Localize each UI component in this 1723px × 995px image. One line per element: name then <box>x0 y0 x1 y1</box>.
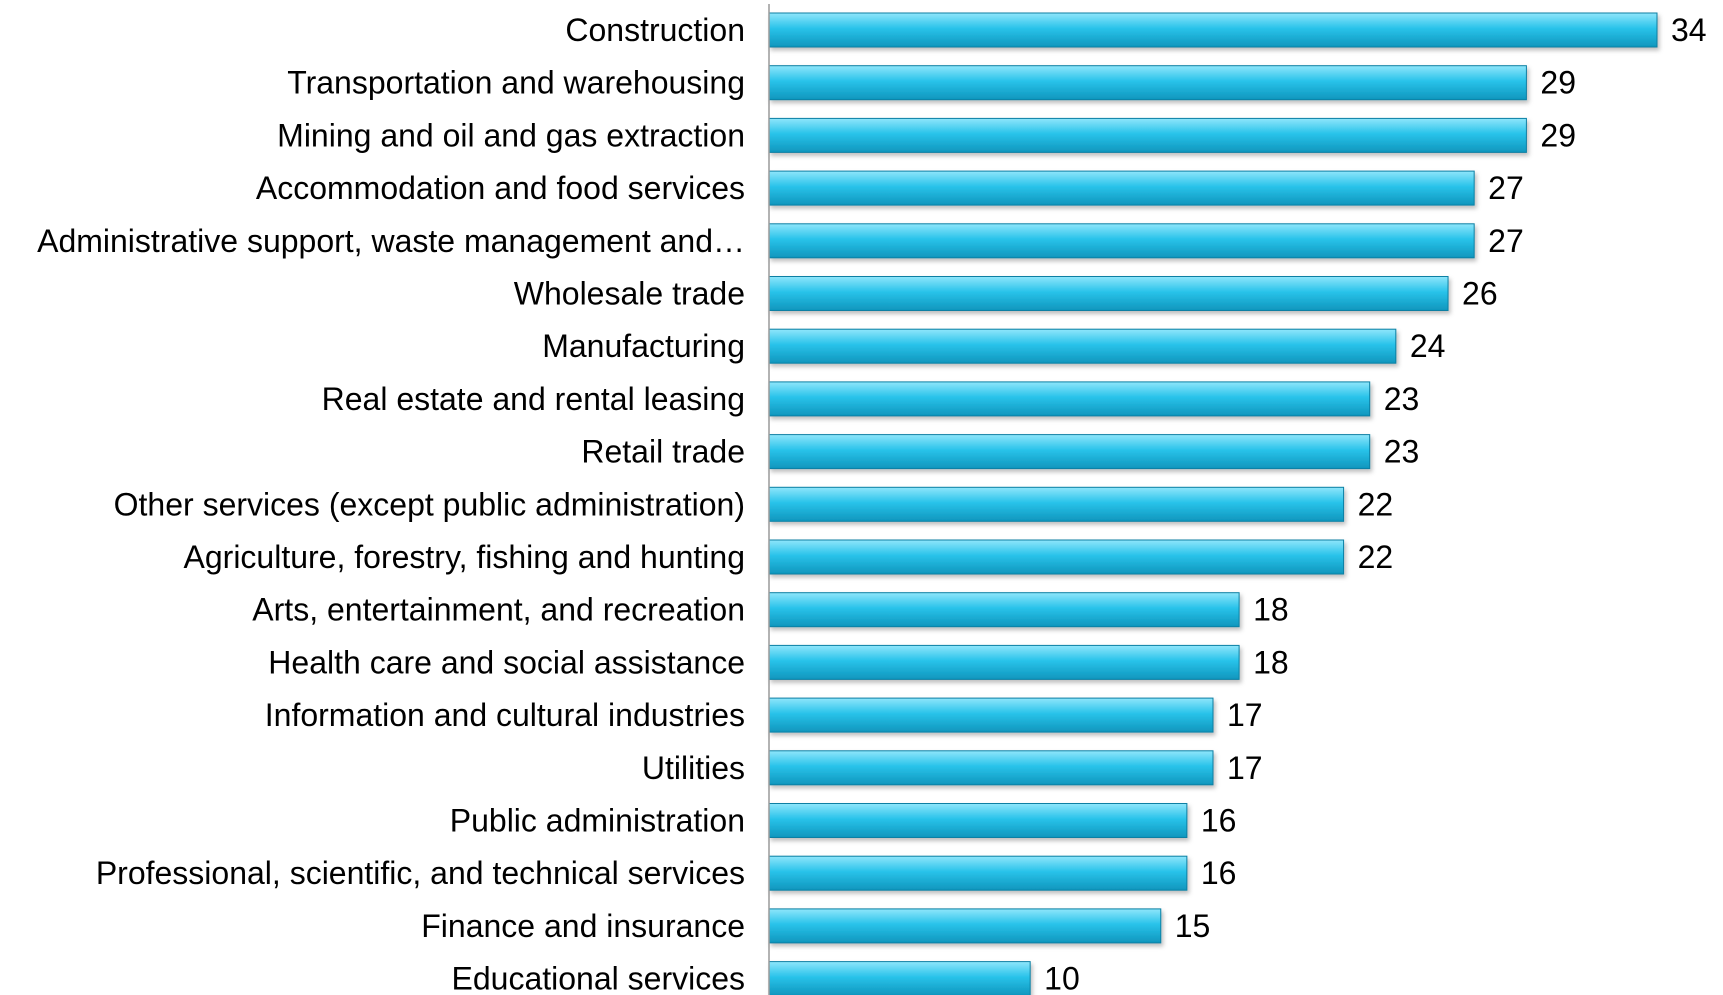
bar <box>768 486 1345 522</box>
category-label: Information and cultural industries <box>265 697 745 733</box>
data-label: 26 <box>1462 276 1498 312</box>
bar <box>768 381 1371 417</box>
bar <box>768 328 1397 364</box>
category-label: Transportation and warehousing <box>287 65 745 101</box>
data-label: 18 <box>1253 644 1289 680</box>
category-label: Health care and social assistance <box>268 644 745 680</box>
category-label: Mining and oil and gas extraction <box>277 117 745 153</box>
category-label: Construction <box>565 12 745 48</box>
category-label: Educational services <box>452 961 745 995</box>
category-label: Manufacturing <box>542 328 745 364</box>
bar <box>768 170 1475 206</box>
bar <box>768 908 1162 944</box>
category-label: Arts, entertainment, and recreation <box>252 592 745 628</box>
data-label: 27 <box>1488 223 1524 259</box>
category-label: Real estate and rental leasing <box>322 381 745 417</box>
data-label: 34 <box>1671 12 1707 48</box>
data-label: 23 <box>1384 381 1420 417</box>
data-label: 16 <box>1201 803 1237 839</box>
bar <box>768 803 1188 838</box>
bar <box>768 644 1240 680</box>
bar <box>768 961 1031 995</box>
data-label: 18 <box>1253 592 1289 628</box>
data-label: 15 <box>1175 908 1211 944</box>
category-label: Utilities <box>642 750 745 786</box>
category-label: Administrative support, waste management… <box>37 223 745 259</box>
category-labels-group: Construction Transportation and warehousi… <box>37 12 745 995</box>
data-label: 22 <box>1358 539 1394 575</box>
data-label: 10 <box>1044 961 1080 995</box>
data-label: 24 <box>1410 328 1446 364</box>
data-label: 17 <box>1227 697 1263 733</box>
category-label: Finance and insurance <box>421 908 745 944</box>
bar <box>768 117 1527 153</box>
data-label: 23 <box>1384 434 1420 470</box>
category-label: Accommodation and food services <box>256 170 745 206</box>
data-label: 16 <box>1201 855 1237 891</box>
category-label: Professional, scientific, and technical … <box>96 855 745 891</box>
category-label: Other services (except public administra… <box>114 486 745 522</box>
category-label: Agriculture, forestry, fishing and hunti… <box>184 539 745 575</box>
data-label: 22 <box>1358 486 1394 522</box>
bar <box>768 276 1449 311</box>
bar <box>768 697 1214 733</box>
bar <box>768 434 1371 470</box>
bar <box>768 750 1214 786</box>
value-labels-group: 34 29 29 27 27 26 24 23 23 22 22 18 18 17 17 16 16 15 10 <box>1044 12 1706 995</box>
category-label: Public administration <box>450 803 745 839</box>
bar <box>768 592 1240 628</box>
bars-group <box>768 12 1658 995</box>
data-label: 17 <box>1227 750 1263 786</box>
bar <box>768 223 1475 259</box>
data-label: 29 <box>1540 65 1576 101</box>
bar <box>768 12 1658 48</box>
category-label: Wholesale trade <box>514 276 745 312</box>
category-label: Retail trade <box>581 434 745 470</box>
data-label: 29 <box>1540 117 1576 153</box>
bar <box>768 65 1527 101</box>
data-label: 27 <box>1488 170 1524 206</box>
bar <box>768 855 1188 891</box>
bar <box>768 539 1345 575</box>
